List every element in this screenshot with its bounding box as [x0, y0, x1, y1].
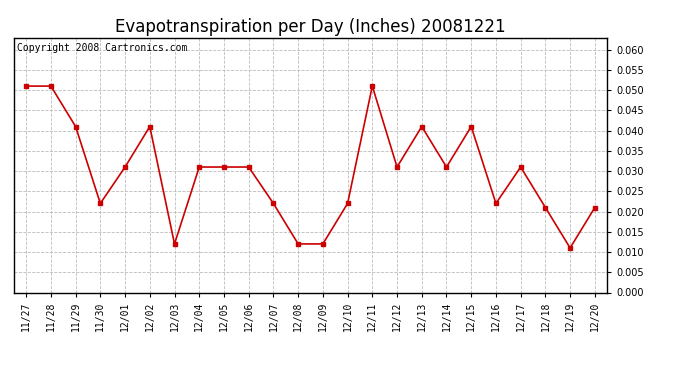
Text: Copyright 2008 Cartronics.com: Copyright 2008 Cartronics.com: [17, 43, 187, 52]
Title: Evapotranspiration per Day (Inches) 20081221: Evapotranspiration per Day (Inches) 2008…: [115, 18, 506, 36]
